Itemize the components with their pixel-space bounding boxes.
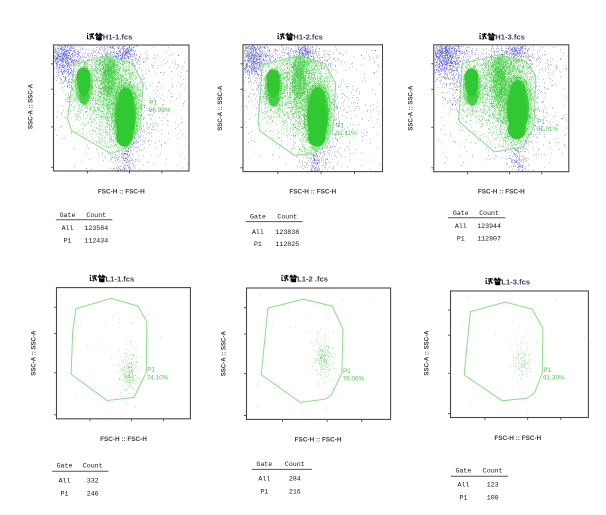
svg-text:Count: Count bbox=[483, 467, 503, 474]
svg-text:P1: P1 bbox=[543, 367, 551, 374]
svg-text:Count: Count bbox=[83, 462, 103, 469]
svg-text:P1: P1 bbox=[149, 99, 157, 106]
svg-text:SSC-A :: SSC-A: SSC-A :: SSC-A bbox=[217, 85, 224, 131]
svg-text:H1-3.fcs: H1-3.fcs bbox=[495, 33, 525, 42]
svg-text:74.10%: 74.10% bbox=[147, 374, 169, 381]
svg-text:P1: P1 bbox=[260, 489, 268, 496]
svg-text:L1-2 .fcs: L1-2 .fcs bbox=[297, 275, 328, 284]
svg-text:123584: 123584 bbox=[84, 225, 108, 232]
svg-text:76.06%: 76.06% bbox=[343, 376, 365, 383]
svg-text:P1: P1 bbox=[254, 241, 262, 248]
svg-text:P1: P1 bbox=[343, 368, 351, 375]
svg-text:81.30%: 81.30% bbox=[543, 375, 565, 382]
svg-text:216: 216 bbox=[289, 489, 301, 496]
svg-text:L1-1.fcs: L1-1.fcs bbox=[106, 275, 135, 284]
svg-text:L1-3.fcs: L1-3.fcs bbox=[501, 278, 530, 287]
svg-text:284: 284 bbox=[289, 476, 301, 483]
svg-text:Count: Count bbox=[479, 210, 499, 217]
svg-text:112825: 112825 bbox=[275, 241, 299, 248]
svg-text:FSC-H :: FSC-H: FSC-H :: FSC-H bbox=[289, 188, 336, 195]
svg-text:112434: 112434 bbox=[84, 238, 108, 245]
svg-text:All: All bbox=[258, 476, 270, 483]
svg-text:Gate: Gate bbox=[250, 213, 266, 220]
svg-text:100: 100 bbox=[487, 495, 499, 502]
svg-text:P1: P1 bbox=[459, 495, 467, 502]
svg-text:90.99%: 90.99% bbox=[149, 107, 171, 114]
svg-text:123: 123 bbox=[487, 482, 499, 489]
svg-text:Count: Count bbox=[277, 213, 297, 220]
svg-text:246: 246 bbox=[87, 491, 99, 498]
svg-text:FSC-H :: FSC-H: FSC-H :: FSC-H bbox=[295, 437, 342, 444]
svg-text:Gate: Gate bbox=[57, 462, 73, 469]
svg-text:All: All bbox=[62, 225, 74, 232]
svg-text:FSC-H :: FSC-H: FSC-H :: FSC-H bbox=[478, 188, 525, 195]
svg-text:Count: Count bbox=[285, 461, 305, 468]
svg-text:123838: 123838 bbox=[275, 229, 299, 236]
svg-text:SSC-A :: SSC-A: SSC-A :: SSC-A bbox=[28, 83, 35, 129]
svg-text:SSC-A :: SSC-A: SSC-A :: SSC-A bbox=[423, 330, 430, 376]
svg-text:Count: Count bbox=[86, 212, 106, 219]
svg-text:Gate: Gate bbox=[453, 210, 469, 217]
svg-text:P1: P1 bbox=[537, 118, 545, 125]
svg-text:FSC-H :: FSC-H: FSC-H :: FSC-H bbox=[100, 436, 147, 443]
svg-text:P1: P1 bbox=[457, 236, 465, 243]
svg-text:All: All bbox=[59, 478, 71, 485]
svg-text:Gate: Gate bbox=[455, 467, 471, 474]
svg-text:SSC-A :: SSC-A: SSC-A :: SSC-A bbox=[30, 330, 37, 376]
svg-text:P1: P1 bbox=[147, 367, 155, 374]
svg-text:112807: 112807 bbox=[477, 236, 501, 243]
svg-text:P1: P1 bbox=[64, 238, 72, 245]
svg-text:P1: P1 bbox=[61, 491, 69, 498]
svg-text:91.01%: 91.01% bbox=[537, 126, 559, 133]
svg-text:123944: 123944 bbox=[477, 223, 501, 230]
svg-text:P1: P1 bbox=[336, 122, 344, 129]
svg-text:FSC-H :: FSC-H: FSC-H :: FSC-H bbox=[98, 188, 145, 195]
svg-text:SSC-A :: SSC-A: SSC-A :: SSC-A bbox=[220, 331, 227, 377]
svg-text:SSC-A :: SSC-A: SSC-A :: SSC-A bbox=[408, 85, 415, 131]
svg-text:All: All bbox=[455, 223, 467, 230]
svg-text:H1-1.fcs: H1-1.fcs bbox=[103, 33, 133, 42]
svg-text:332: 332 bbox=[87, 478, 99, 485]
svg-text:FSC-H :: FSC-H: FSC-H :: FSC-H bbox=[494, 435, 541, 442]
svg-text:Gate: Gate bbox=[256, 461, 272, 468]
svg-text:Gate: Gate bbox=[60, 212, 76, 219]
svg-text:H1-2.fcs: H1-2.fcs bbox=[293, 33, 323, 42]
svg-text:All: All bbox=[252, 229, 264, 236]
svg-text:All: All bbox=[457, 482, 469, 489]
svg-text:91.11%: 91.11% bbox=[336, 130, 358, 137]
